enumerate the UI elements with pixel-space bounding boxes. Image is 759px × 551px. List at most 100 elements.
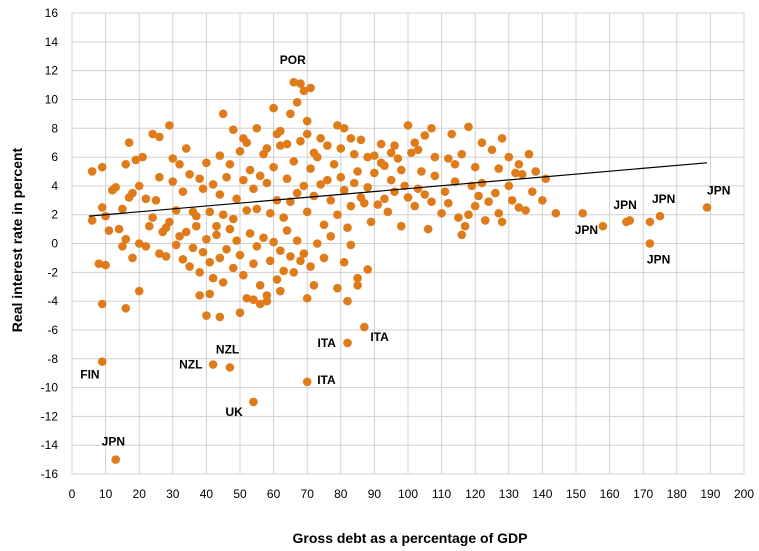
data-point (494, 164, 504, 173)
data-point (319, 220, 329, 230)
data-point (343, 338, 352, 348)
data-point (259, 233, 268, 243)
data-point (292, 236, 302, 245)
data-point (420, 190, 430, 199)
data-point (225, 159, 235, 169)
data-point (296, 136, 305, 146)
data-point (319, 253, 329, 263)
data-point (531, 167, 540, 176)
data-point (276, 286, 285, 296)
data-point (218, 278, 228, 287)
y-tick-label: -16 (41, 467, 59, 481)
data-point (218, 109, 228, 119)
y-tick-label: 12 (45, 64, 59, 78)
data-points (87, 77, 712, 464)
trendline-line (88, 162, 708, 217)
data-point (343, 223, 352, 232)
data-point (477, 138, 487, 147)
data-point (299, 86, 309, 96)
data-point (598, 221, 608, 231)
data-point (205, 289, 215, 299)
data-point (360, 322, 369, 332)
data-point (185, 262, 194, 271)
data-point (232, 194, 241, 204)
data-point (460, 221, 470, 231)
data-point (477, 178, 487, 188)
data-point (195, 174, 204, 183)
data-point (312, 152, 322, 162)
data-point (450, 159, 460, 169)
data-point (134, 181, 144, 191)
data-point (101, 211, 110, 221)
data-point (175, 231, 184, 241)
data-point (383, 207, 393, 217)
data-point (323, 141, 332, 150)
data-point (333, 283, 342, 293)
data-point (118, 242, 127, 251)
data-point (309, 191, 319, 201)
data-point (702, 203, 712, 212)
data-point (168, 177, 178, 186)
y-axis-ticks: -16 -14 -12 -10 -8 -6 -4 -2 0 2 4 6 8 10 12 14 16 (41, 6, 59, 481)
data-point (242, 293, 252, 303)
data-point (168, 154, 178, 163)
x-axis-title: Gross debt as a percentage of GDP (293, 530, 528, 546)
data-point (249, 397, 258, 407)
data-point (480, 216, 490, 225)
data-point (195, 291, 204, 300)
x-tick-label: 140 (532, 487, 552, 501)
data-point (360, 198, 369, 208)
data-point (494, 208, 504, 218)
point-annotation: JPN (575, 223, 598, 237)
data-point (427, 123, 436, 133)
data-point (269, 237, 278, 247)
point-annotation: NZL (179, 358, 202, 372)
data-point (292, 98, 302, 107)
data-point (521, 206, 530, 215)
x-tick-label: 70 (301, 487, 315, 501)
data-point (403, 193, 413, 202)
data-point (430, 171, 440, 181)
data-point (302, 377, 312, 387)
point-annotation: NZL (216, 342, 239, 356)
y-tick-label: -8 (47, 352, 58, 366)
data-point (192, 221, 201, 231)
data-point (192, 211, 201, 221)
data-point (255, 171, 265, 181)
data-point (386, 175, 396, 185)
data-point (118, 204, 127, 214)
data-point (370, 168, 379, 178)
data-point (386, 148, 396, 158)
data-point (178, 187, 188, 196)
data-point (444, 198, 453, 208)
data-point (121, 159, 131, 169)
point-annotation: JPN (613, 198, 636, 212)
data-point (148, 213, 157, 222)
data-point (578, 208, 588, 218)
data-point (141, 242, 151, 251)
data-point (538, 195, 547, 205)
data-point (464, 122, 473, 132)
data-point (138, 152, 147, 162)
point-annotation: FIN (80, 368, 99, 382)
data-point (171, 240, 181, 250)
data-point (111, 183, 120, 192)
data-point (625, 216, 635, 225)
data-point (353, 280, 362, 290)
data-point (279, 266, 288, 276)
data-point (286, 109, 295, 119)
data-point (309, 280, 319, 290)
data-point (188, 243, 198, 253)
data-point (511, 168, 520, 178)
data-point (212, 230, 221, 240)
data-point (524, 149, 534, 159)
x-tick-label: 10 (99, 487, 113, 501)
data-point (151, 195, 161, 205)
y-tick-label: -2 (47, 265, 58, 279)
data-point (306, 262, 315, 271)
data-point (491, 188, 500, 198)
data-point (134, 239, 144, 248)
x-tick-label: 180 (667, 487, 687, 501)
x-tick-label: 130 (499, 487, 519, 501)
